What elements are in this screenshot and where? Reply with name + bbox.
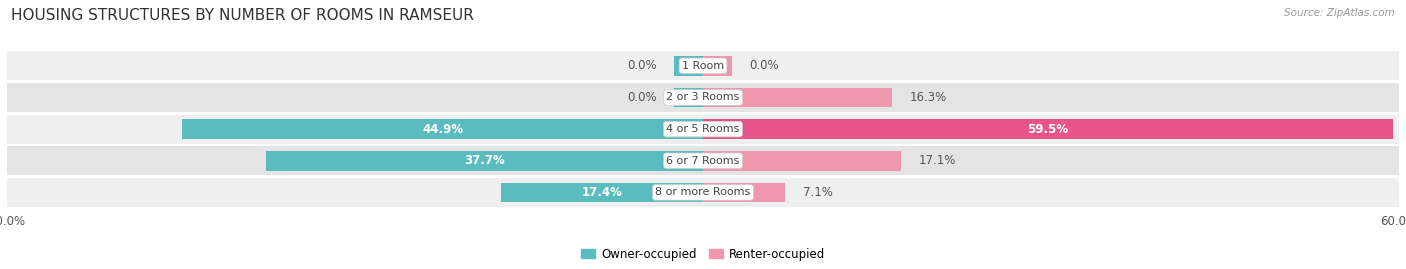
Text: 1 Room: 1 Room (682, 61, 724, 71)
Text: Source: ZipAtlas.com: Source: ZipAtlas.com (1284, 8, 1395, 18)
Bar (703, 183, 786, 202)
Bar (673, 88, 703, 107)
Text: 17.1%: 17.1% (918, 154, 956, 167)
Text: 8 or more Rooms: 8 or more Rooms (655, 187, 751, 197)
Text: 6 or 7 Rooms: 6 or 7 Rooms (666, 156, 740, 166)
Bar (501, 183, 703, 202)
Text: HOUSING STRUCTURES BY NUMBER OF ROOMS IN RAMSEUR: HOUSING STRUCTURES BY NUMBER OF ROOMS IN… (11, 8, 474, 23)
Text: 4 or 5 Rooms: 4 or 5 Rooms (666, 124, 740, 134)
Text: 59.5%: 59.5% (1028, 123, 1069, 136)
Text: 7.1%: 7.1% (803, 186, 832, 199)
Text: 2 or 3 Rooms: 2 or 3 Rooms (666, 93, 740, 102)
Text: 44.9%: 44.9% (422, 123, 463, 136)
Bar (673, 56, 703, 76)
Text: 16.3%: 16.3% (910, 91, 946, 104)
Bar (703, 56, 733, 76)
Bar (703, 119, 1393, 139)
Text: 0.0%: 0.0% (627, 59, 657, 72)
Bar (266, 151, 703, 171)
Bar (7, 146, 1399, 175)
Text: 0.0%: 0.0% (749, 59, 779, 72)
Bar (7, 51, 1399, 80)
Bar (703, 88, 891, 107)
Text: 0.0%: 0.0% (627, 91, 657, 104)
Legend: Owner-occupied, Renter-occupied: Owner-occupied, Renter-occupied (576, 243, 830, 265)
Text: 37.7%: 37.7% (464, 154, 505, 167)
Bar (703, 151, 901, 171)
Bar (7, 83, 1399, 112)
Bar (7, 115, 1399, 144)
Text: 17.4%: 17.4% (582, 186, 623, 199)
Bar (7, 178, 1399, 207)
Bar (183, 119, 703, 139)
